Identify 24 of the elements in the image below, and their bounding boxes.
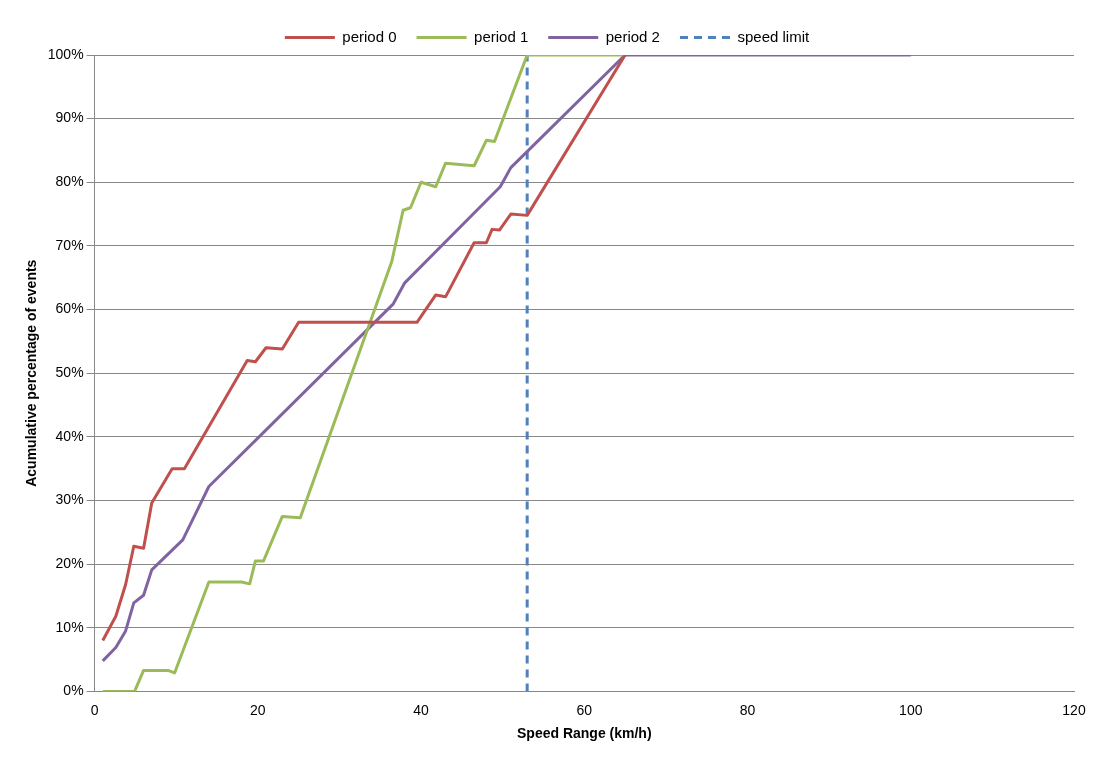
- x-axis-title: Speed Range (km/h): [517, 725, 652, 742]
- y-tick-label: 100%: [47, 45, 84, 62]
- x-tick-label: 120: [1062, 701, 1086, 718]
- y-tick-label: 20%: [55, 554, 84, 571]
- x-tick-label: 20: [250, 701, 266, 718]
- legend-label: period 2: [605, 27, 660, 45]
- y-tick-label: 80%: [55, 173, 84, 190]
- x-tick-label: 40: [413, 701, 430, 718]
- y-tick-label: 90%: [55, 109, 84, 126]
- x-tick-label: 0: [90, 701, 99, 718]
- x-tick-label: 100: [899, 701, 923, 718]
- legend-label: speed limit: [737, 27, 810, 45]
- y-tick-label: 30%: [55, 491, 84, 508]
- y-tick-label: 40%: [55, 427, 84, 444]
- legend-label: period 1: [474, 27, 529, 45]
- x-tick-label: 80: [739, 701, 756, 718]
- y-tick-label: 70%: [55, 236, 84, 253]
- y-tick-label: 50%: [55, 364, 84, 381]
- x-tick-label: 60: [576, 701, 593, 718]
- legend-label: period 0: [342, 27, 397, 45]
- y-tick-label: 10%: [55, 618, 84, 635]
- y-axis-title: Acumulative percentage of events: [23, 259, 40, 487]
- y-tick-label: 0%: [63, 682, 84, 699]
- y-tick-label: 60%: [55, 300, 84, 317]
